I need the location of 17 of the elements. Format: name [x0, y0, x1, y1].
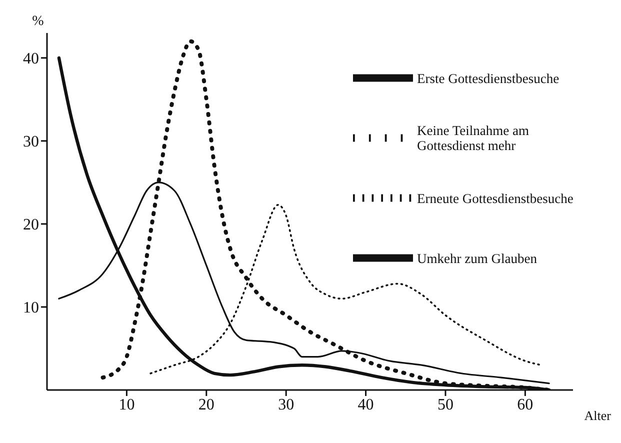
- x-tick-label: 40: [358, 396, 374, 414]
- y-tick-label: 10: [23, 300, 39, 317]
- x-tick-label: 50: [437, 396, 454, 414]
- legend-label: Keine Teilnahme am Gottesdienst mehr: [417, 123, 530, 153]
- y-tick-label: 20: [23, 216, 39, 234]
- x-tick-label: 10: [118, 396, 135, 414]
- x-tick-label: 20: [198, 396, 214, 414]
- x-axis-title: Alter: [584, 408, 612, 423]
- x-tick-label: 30: [278, 396, 294, 414]
- legend-label: Erneute Gottesdienstbesuche: [417, 190, 574, 206]
- line-series: [150, 204, 542, 374]
- y-tick-label: 30: [23, 134, 39, 151]
- legend-label: Umkehr zum Glauben: [417, 250, 538, 266]
- y-tick-label: 40: [23, 50, 39, 68]
- legend-label: Erste Gottesdienstbesuche: [417, 70, 560, 86]
- x-tick-label: 60: [517, 396, 534, 414]
- y-axis-title: %: [32, 14, 44, 29]
